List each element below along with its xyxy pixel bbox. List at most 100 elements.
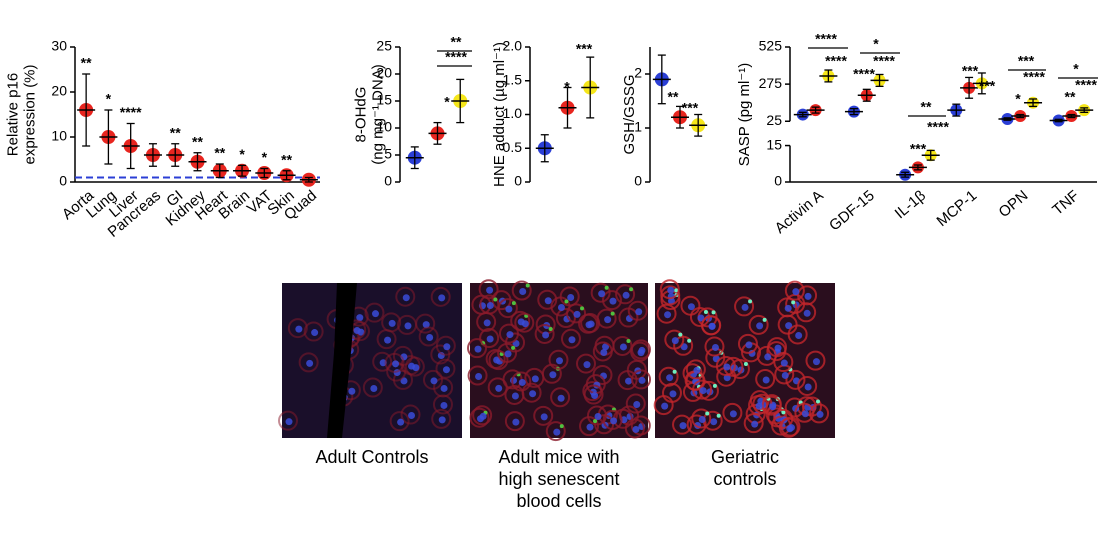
nucleus [723, 363, 731, 371]
cell-outline [784, 397, 805, 418]
x-tick-label: GDF-15 [826, 187, 878, 234]
significance-label: * [106, 91, 112, 107]
micrograph [653, 279, 835, 438]
significance-label: ** [668, 89, 679, 105]
cell-outline [691, 408, 712, 429]
y-tick-label: 5 [384, 146, 392, 162]
cell-outline [602, 409, 623, 430]
y-axis-label: HNE adduct (µg ml⁻¹) [491, 42, 508, 187]
cell-outline [376, 329, 397, 350]
nucleus [697, 314, 705, 322]
cell-outline [761, 395, 782, 416]
nucleus [408, 412, 416, 420]
nucleus [384, 336, 392, 344]
y-tick-label: 25 [376, 38, 392, 54]
cell-outline [303, 321, 324, 342]
cell-outline [715, 355, 736, 376]
nucleus [521, 320, 529, 328]
y-tick-label: 2.0 [503, 38, 523, 54]
nucleus [792, 288, 800, 296]
nucleus [708, 322, 716, 330]
nucleus [633, 401, 641, 409]
nucleus [801, 410, 809, 418]
cell-outline [748, 395, 769, 416]
nucleus [555, 357, 563, 365]
nucleus [667, 286, 675, 294]
significance-label: ** [170, 124, 181, 140]
cell-outline [664, 329, 685, 350]
caption-line: Adult mice with [498, 447, 619, 467]
micrograph [467, 279, 652, 442]
stain-spot [604, 285, 609, 290]
nucleus [371, 310, 379, 318]
nucleus [529, 390, 537, 398]
y-tick-label: 1.0 [503, 105, 523, 121]
significance-label: **** [873, 53, 895, 69]
cell-outline [596, 308, 617, 329]
cell-outline [625, 393, 646, 414]
nucleus [711, 344, 719, 352]
stain-spot [580, 306, 585, 311]
cell-outline [430, 286, 451, 307]
cell-outline [686, 414, 707, 435]
cell-outline [773, 352, 794, 373]
cell-outline [550, 387, 571, 408]
nucleus [812, 358, 820, 366]
nucleus [504, 350, 512, 358]
nucleus [625, 377, 633, 385]
significance-label: *** [910, 141, 927, 157]
nucleus [479, 412, 487, 420]
nucleus [764, 353, 772, 361]
stain-spot [672, 369, 677, 374]
significance-label: **** [853, 66, 875, 82]
stain-spot [525, 283, 530, 288]
nucleus [609, 297, 617, 305]
y-tick-label: 525 [759, 38, 783, 54]
significance-label: *** [979, 78, 996, 94]
significance-label: **** [120, 104, 142, 120]
nucleus [557, 303, 565, 311]
significance-label: * [239, 146, 245, 162]
nucleus [353, 327, 361, 335]
cell-outline [548, 349, 569, 370]
cell-outline [805, 350, 826, 371]
cell-outline [476, 311, 497, 332]
cell-outline [469, 407, 490, 428]
cell-outline [433, 377, 454, 398]
significance-label: * [873, 36, 879, 52]
micrograph [278, 283, 462, 438]
cell-outline [498, 323, 519, 344]
stain-spot [610, 311, 615, 316]
nucleus [784, 304, 792, 312]
cell-outline [692, 379, 713, 400]
stain-spot [712, 383, 717, 388]
nucleus [388, 319, 396, 327]
nucleus [412, 364, 420, 372]
nucleus [600, 348, 608, 356]
nucleus [440, 401, 448, 409]
nucleus [632, 425, 640, 433]
nucleus [306, 359, 314, 367]
image-caption: Adult Controls [315, 447, 428, 467]
y-tick-label: 0 [774, 173, 782, 189]
nucleus [804, 383, 812, 391]
micrograph-background [282, 283, 462, 438]
y-tick-label: 1.5 [503, 71, 523, 87]
x-tick-label: Activin A [772, 187, 827, 237]
significance-label: * [564, 79, 570, 95]
cell-outline [418, 326, 439, 347]
cell-outline [511, 371, 532, 392]
stain-spot [743, 361, 748, 366]
cell-outline [435, 358, 456, 379]
cell-outline [364, 302, 385, 323]
cell-outline [372, 351, 393, 372]
stain-spot [791, 300, 796, 305]
cell-outline [797, 285, 818, 306]
y-tick-label: 20 [376, 65, 392, 81]
y-tick-label: 2 [634, 65, 642, 81]
significance-label: *** [962, 63, 979, 79]
cell-outline [521, 382, 542, 403]
cell-outline [533, 405, 554, 426]
cell-outline [578, 313, 599, 334]
stain-spot [705, 411, 710, 416]
